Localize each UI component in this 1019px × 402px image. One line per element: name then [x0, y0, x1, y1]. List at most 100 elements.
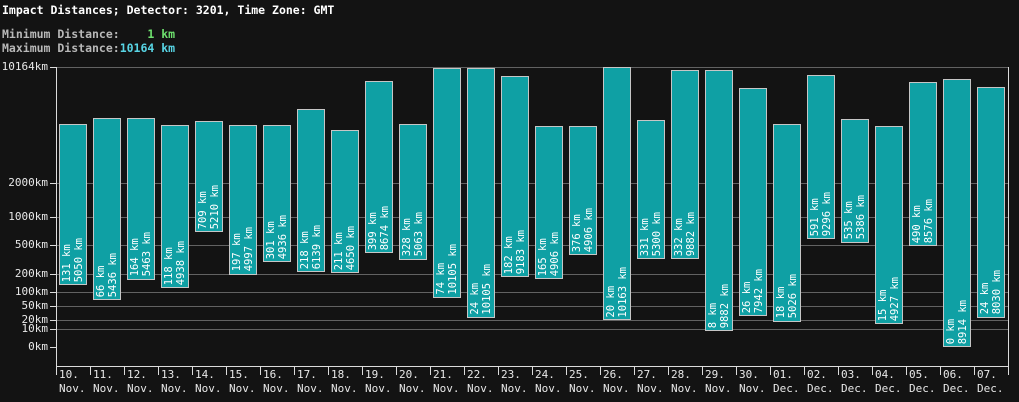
gridline-50km: [56, 305, 1008, 307]
x-label-day-21-nov: 21.: [433, 368, 453, 381]
x-tick-10: [396, 367, 397, 375]
maximum-distance-label: Maximum Distance:: [2, 41, 120, 55]
bar-labels-text-28-nov: 332 km 9882 km: [673, 212, 697, 256]
bar-13-nov: 118 km 4938 km: [161, 125, 189, 288]
x-label-month-02-dec: Dec.: [807, 382, 834, 395]
x-tick-12: [464, 367, 465, 375]
bar-labels-19-nov: 399 km 8674 km: [366, 206, 392, 250]
bar-max-label-19-nov: 8674 km: [379, 205, 391, 251]
x-tick-20: [736, 367, 737, 375]
bar-labels-03-dec: 535 km 5386 km: [842, 195, 868, 239]
bar-labels-23-nov: 182 km 9183 km: [502, 230, 528, 274]
bar-min-label-12-nov: 164 km: [129, 238, 141, 277]
bar-labels-26-nov: 20 km 10163 km: [604, 267, 630, 318]
x-label-day-18-nov: 18.: [331, 368, 351, 381]
y-axis-label-500km: 500km: [14, 238, 48, 252]
bar-min-label-15-nov: 197 km: [231, 233, 243, 272]
x-tick-6: [260, 367, 261, 375]
bar-19-nov: 399 km 8674 km: [365, 80, 393, 254]
bar-labels-29-nov: 8 km 9882 km: [706, 284, 732, 328]
x-label-month-25-nov: Nov.: [569, 382, 596, 395]
gridline-20km: [56, 320, 1008, 322]
y-axis-label-10km: 10km: [21, 321, 49, 335]
bar-22-nov: 24 km 10105 km: [467, 67, 495, 318]
bar-min-label-18-nov: 211 km: [333, 231, 345, 270]
x-tick-27: [974, 367, 975, 375]
x-tick-21: [770, 367, 771, 375]
bar-labels-text-01-dec: 18 km 5026 km: [775, 274, 799, 318]
bar-max-label-17-nov: 6139 km: [311, 224, 323, 269]
bar-max-label-29-nov: 9882 km: [719, 283, 731, 329]
chart-title: Impact Distances; Detector: 3201, Time Z…: [2, 3, 335, 17]
bar-labels-17-nov: 218 km 6139 km: [298, 225, 324, 269]
bar-03-dec: 535 km 5386 km: [841, 119, 869, 243]
bar-max-label-23-nov: 9183 km: [515, 229, 527, 274]
y-axis-label-100km: 100km: [14, 284, 48, 298]
bar-labels-text-12-nov: 164 km 5463 km: [129, 232, 153, 276]
y-axis-line: [56, 67, 57, 375]
x-label-month-11-nov: Nov.: [93, 382, 120, 395]
x-label-month-21-nov: Nov.: [433, 382, 460, 395]
bar-labels-14-nov: 709 km 5210 km: [196, 185, 222, 229]
x-label-month-28-nov: Nov.: [671, 382, 698, 395]
bar-18-nov: 211 km 4650 km: [331, 129, 359, 273]
y-axis-label-1000km: 1000km: [8, 210, 48, 224]
bar-min-label-13-nov: 118 km: [163, 246, 175, 285]
y-tick-1000km: [50, 217, 56, 219]
bar-labels-text-11-nov: 66 km 5436 km: [95, 253, 119, 297]
x-label-day-14-nov: 14.: [195, 368, 215, 381]
x-tick-17: [634, 367, 635, 375]
x-label-day-10-nov: 10.: [59, 368, 79, 381]
y-tick-10km: [50, 328, 56, 330]
x-label-month-18-nov: Nov.: [331, 382, 358, 395]
x-tick-18: [668, 367, 669, 375]
bar-min-label-21-nov: 74 km: [435, 263, 447, 296]
x-label-day-20-nov: 20.: [399, 368, 419, 381]
x-label-month-04-dec: Dec.: [875, 382, 902, 395]
x-tick-16: [600, 367, 601, 375]
bar-05-dec: 490 km 8576 km: [909, 81, 937, 246]
bar-labels-text-05-dec: 490 km 8576 km: [911, 199, 935, 243]
bar-labels-06-dec: 0 km 8914 km: [944, 300, 970, 344]
bar-labels-05-dec: 490 km 8576 km: [910, 199, 936, 243]
bar-min-label-25-nov: 376 km: [571, 214, 583, 253]
bar-max-label-01-dec: 5026 km: [787, 274, 799, 319]
bar-24-nov: 165 km 4906 km: [535, 125, 563, 280]
y-tick-200km: [50, 274, 56, 276]
bar-labels-text-06-dec: 0 km 8914 km: [945, 300, 969, 344]
x-tick-13: [498, 367, 499, 375]
x-tick-22: [804, 367, 805, 375]
bar-max-label-22-nov: 10105 km: [481, 263, 493, 315]
right-border-line: [1008, 67, 1009, 375]
bar-max-label-07-dec: 8030 km: [991, 270, 1003, 315]
bar-04-dec: 15 km 4927 km: [875, 125, 903, 324]
bar-min-label-11-nov: 66 km: [95, 265, 107, 298]
bar-max-label-21-nov: 10105 km: [447, 244, 459, 296]
bar-min-label-07-dec: 24 km: [979, 282, 991, 315]
x-label-month-19-nov: Nov.: [365, 382, 392, 395]
x-label-day-05-dec: 05.: [909, 368, 929, 381]
x-label-month-30-nov: Nov.: [739, 382, 766, 395]
bar-labels-text-19-nov: 399 km 8674 km: [367, 206, 391, 250]
bar-labels-24-nov: 165 km 4906 km: [536, 232, 562, 276]
bar-30-nov: 26 km 7942 km: [739, 88, 767, 317]
x-tick-19: [702, 367, 703, 375]
x-label-month-27-nov: Nov.: [637, 382, 664, 395]
bar-07-dec: 24 km 8030 km: [977, 87, 1005, 318]
bar-labels-01-dec: 18 km 5026 km: [774, 274, 800, 318]
bar-labels-text-20-nov: 328 km 5063 km: [401, 212, 425, 256]
y-tick-2000km: [50, 182, 56, 184]
bar-min-label-17-nov: 218 km: [299, 230, 311, 269]
bar-labels-10-nov: 131 km 5050 km: [60, 238, 86, 282]
x-label-month-23-nov: Nov.: [501, 382, 528, 395]
bar-14-nov: 709 km 5210 km: [195, 121, 223, 232]
bar-min-label-05-dec: 490 km: [911, 205, 923, 243]
bar-labels-12-nov: 164 km 5463 km: [128, 232, 154, 276]
bar-21-nov: 74 km 10105 km: [433, 67, 461, 299]
bar-labels-11-nov: 66 km 5436 km: [94, 253, 120, 297]
x-label-day-25-nov: 25.: [569, 368, 589, 381]
x-label-month-01-dec: Dec.: [773, 382, 800, 395]
bar-min-label-20-nov: 328 km: [401, 218, 413, 257]
x-label-day-02-dec: 02.: [807, 368, 827, 381]
